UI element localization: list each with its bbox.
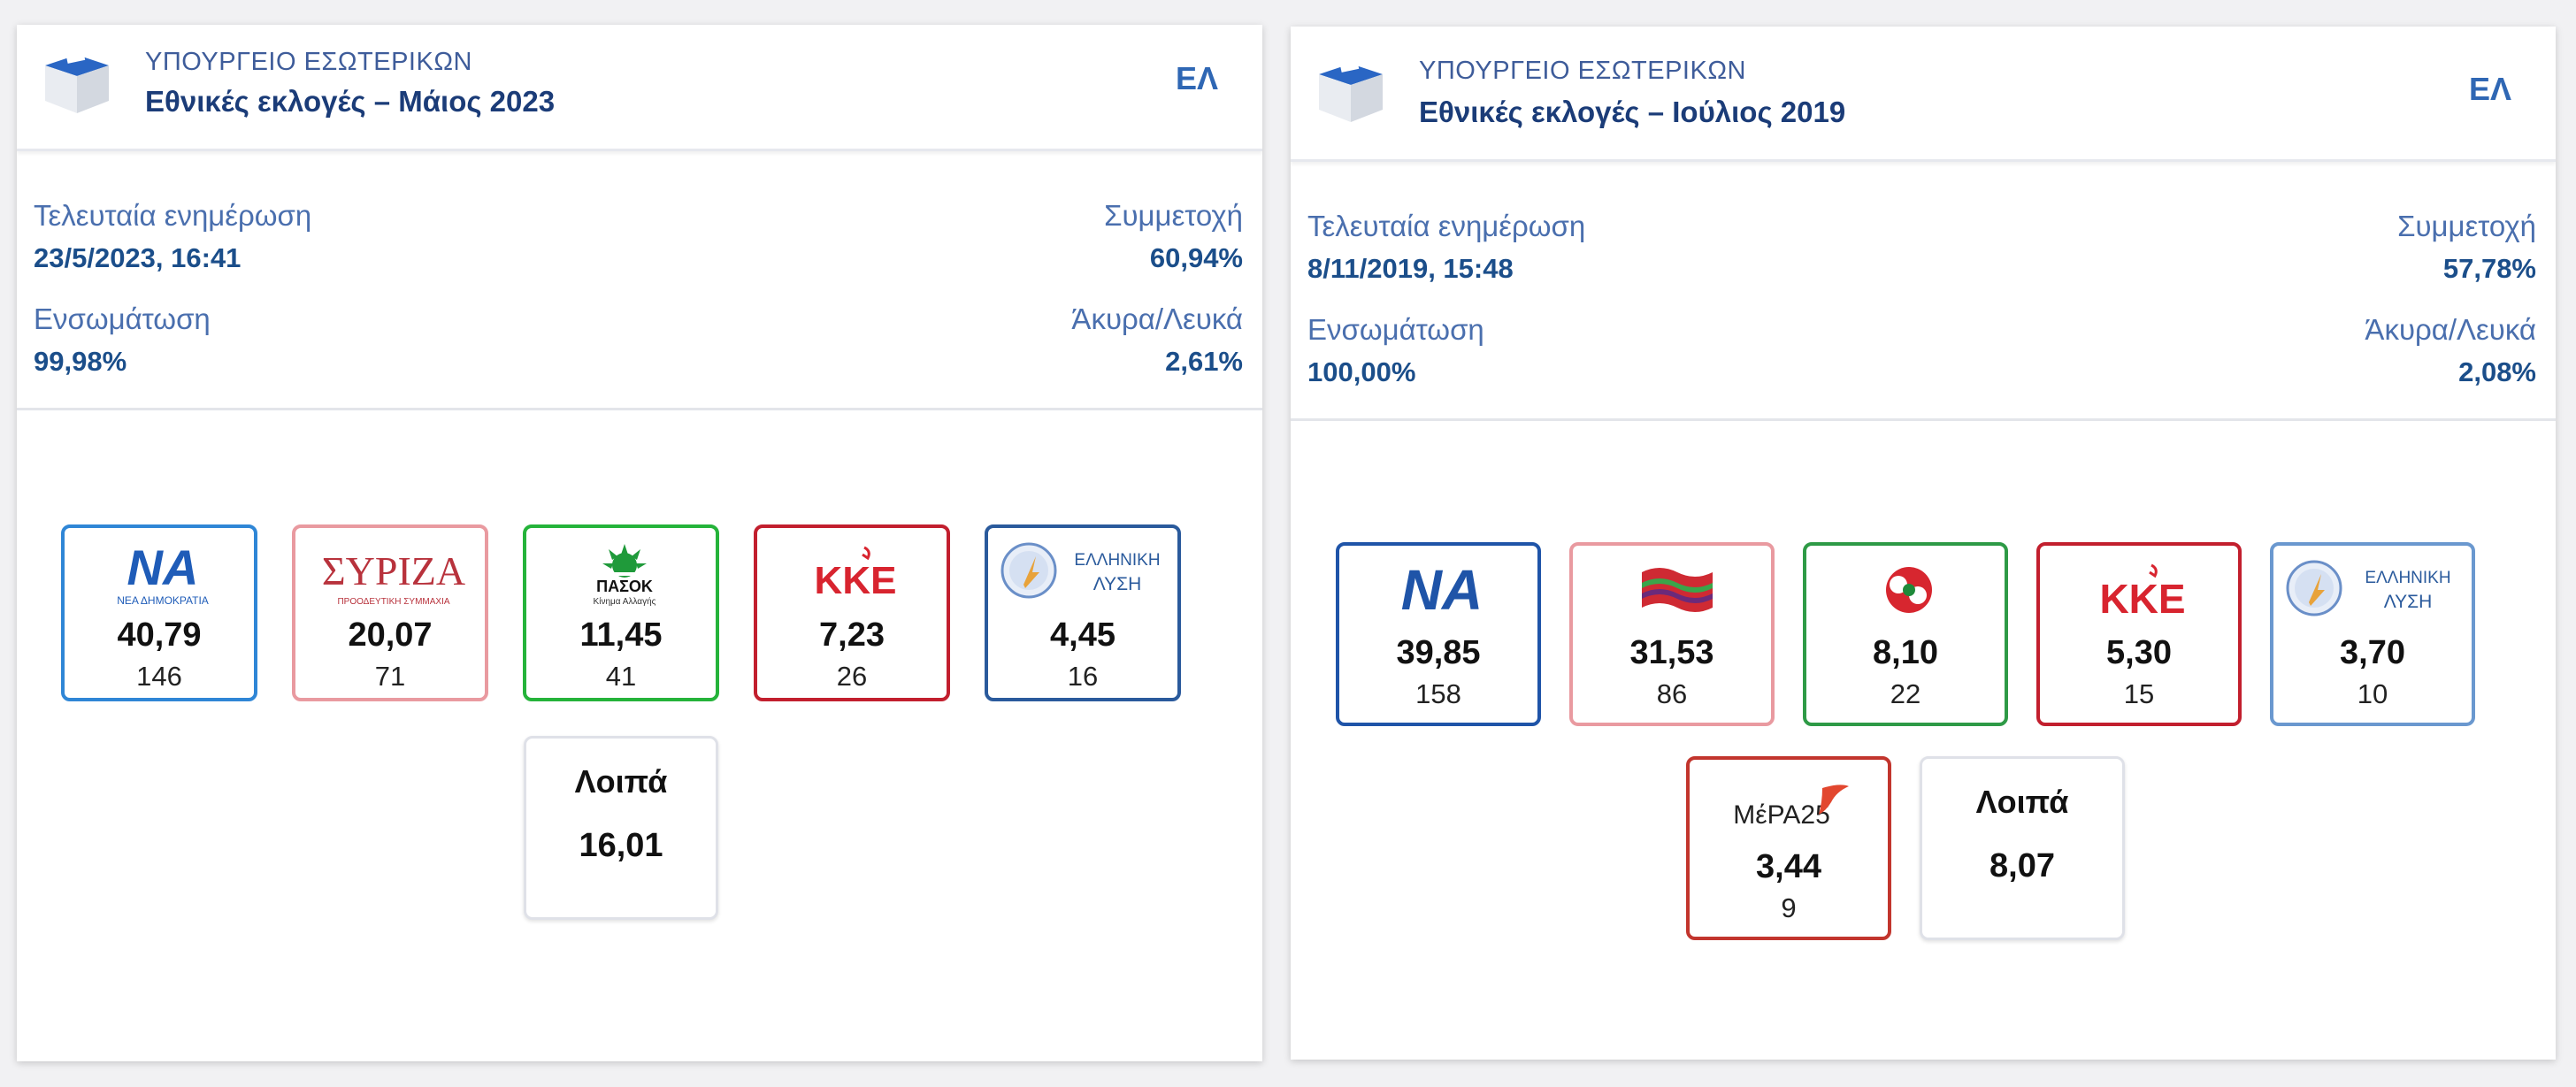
others-percent: 16,01 [579, 827, 663, 864]
party-percent: 5,30 [2106, 634, 2172, 671]
party-card-nd[interactable]: ΝΑ ΝΕΑ ΔΗΜΟΚΡΑΤΙΑ 40,79 146 [61, 524, 257, 701]
integration-label: Ενσωμάτωση [1307, 313, 1484, 346]
election-title: Εθνικές εκλογές – Μάιος 2023 [145, 85, 556, 118]
last-update-label: Τελευταία ενημέρωση [1307, 210, 1586, 242]
stats-section: Τελευταία ενημέρωση 8/11/2019, 15:48 Συμ… [1291, 162, 2556, 421]
party-percent: 3,70 [2340, 634, 2405, 671]
party-percent: 3,44 [1756, 848, 1821, 885]
party-card-syriza[interactable]: ΣΥΡΙΖΑ ΠΡΟΟΔΕΥΤΙΚΗ ΣΥΜΜΑΧΙΑ 20,07 71 [292, 524, 488, 701]
elliniki-lysi-logo: ΕΛΛΗΝΙΚΗ ΛΥΣΗ [2286, 560, 2451, 616]
language-toggle[interactable]: ΕΛ [1175, 60, 1218, 96]
svg-text:ΕΛΛΗΝΙΚΗ: ΕΛΛΗΝΙΚΗ [2365, 569, 2450, 587]
svg-text:ΝΕΑ ΔΗΜΟΚΡΑΤΙΑ: ΝΕΑ ΔΗΜΟΚΡΑΤΙΑ [117, 594, 209, 607]
party-seats: 71 [374, 661, 406, 692]
party-card-elliniki-lysi[interactable]: ΕΛΛΗΝΙΚΗ ΛΥΣΗ 4,45 16 [985, 524, 1181, 701]
turnout-label: Συμμετοχή [2397, 210, 2536, 242]
panel-header: ΥΠΟΥΡΓΕΙΟ ΕΣΩΤΕΡΙΚΩΝ Εθνικές εκλογές – Ι… [1291, 27, 2556, 162]
party-seats: 86 [1656, 678, 1688, 709]
party-percent: 31,53 [1629, 634, 1714, 671]
svg-text:ΛΥΣΗ: ΛΥΣΗ [2384, 592, 2433, 612]
last-update-label: Τελευταία ενημέρωση [34, 199, 312, 232]
mera25-logo: ΜέΡΑ25 [1733, 785, 1849, 830]
svg-text:ΝΑ: ΝΑ [1401, 558, 1483, 622]
party-seats: 26 [836, 661, 868, 692]
last-update-value: 23/5/2023, 16:41 [34, 242, 242, 273]
last-update-value: 8/11/2019, 15:48 [1307, 253, 1514, 284]
party-seats: 16 [1067, 661, 1099, 692]
syriza-flag-logo [1642, 568, 1713, 612]
integration-value: 99,98% [34, 346, 127, 377]
party-card-pasok[interactable]: ΠΑΣΟΚ Κίνημα Αλλαγής 11,45 41 [523, 524, 719, 701]
kke-logo: ΚΚΕ [2099, 563, 2186, 622]
party-card-mera25[interactable]: ΜέΡΑ25 3,44 9 [1686, 756, 1891, 940]
stats-section: Τελευταία ενημέρωση 23/5/2023, 16:41 Συμ… [17, 151, 1262, 410]
results-panel-2019: ΥΠΟΥΡΓΕΙΟ ΕΣΩΤΕΡΙΚΩΝ Εθνικές εκλογές – Ι… [1291, 27, 2556, 1060]
party-card-syriza[interactable]: 31,53 86 [1569, 542, 1775, 726]
party-card-kinal[interactable]: 8,10 22 [1803, 542, 2008, 726]
invalid-blank-value: 2,61% [1165, 346, 1243, 377]
party-seats: 41 [605, 661, 637, 692]
turnout-value: 57,78% [2442, 253, 2536, 284]
party-percent: 4,45 [1050, 616, 1116, 654]
party-card-kke[interactable]: ΚΚΕ 7,23 26 [754, 524, 950, 701]
elliniki-lysi-logo: ΕΛΛΗΝΙΚΗ ΛΥΣΗ [1000, 542, 1161, 599]
others-percent: 8,07 [1990, 847, 2055, 884]
svg-text:ΜέΡΑ25: ΜέΡΑ25 [1733, 800, 1830, 830]
panel-header: ΥΠΟΥΡΓΕΙΟ ΕΣΩΤΕΡΙΚΩΝ Εθνικές εκλογές – Μ… [17, 25, 1262, 151]
party-percent: 8,10 [1873, 634, 1938, 671]
syriza-logo: ΣΥΡΙΖΑ ΠΡΟΟΔΕΥΤΙΚΗ ΣΥΜΜΑΧΙΑ [322, 548, 465, 607]
svg-text:ΝΑ: ΝΑ [127, 540, 199, 595]
party-percent: 20,07 [348, 616, 433, 654]
party-percent: 40,79 [117, 616, 202, 654]
invalid-blank-label: Άκυρα/Λευκά [1071, 302, 1243, 335]
svg-text:ΚΚΕ: ΚΚΕ [815, 559, 897, 602]
svg-text:ΛΥΣΗ: ΛΥΣΗ [1093, 574, 1142, 594]
kinal-rose-logo [1886, 567, 1932, 613]
party-percent: 7,23 [819, 616, 885, 654]
invalid-blank-value: 2,08% [2458, 356, 2536, 387]
party-seats: 10 [2357, 678, 2388, 709]
invalid-blank-label: Άκυρα/Λευκά [2365, 313, 2536, 346]
svg-text:ΕΛΛΗΝΙΚΗ: ΕΛΛΗΝΙΚΗ [1074, 551, 1160, 570]
party-card-others[interactable]: Λοιπά 8,07 [1920, 756, 2125, 940]
ministry-name: ΥΠΟΥΡΓΕΙΟ ΕΣΩΤΕΡΙΚΩΝ [1419, 57, 1746, 85]
party-seats: 9 [1781, 892, 1797, 923]
svg-text:ΠΑΣΟΚ: ΠΑΣΟΚ [596, 578, 653, 595]
party-card-nd[interactable]: ΝΑ 39,85 158 [1336, 542, 1541, 726]
party-percent: 11,45 [579, 616, 663, 654]
svg-text:ΣΥΡΙΖΑ: ΣΥΡΙΖΑ [322, 548, 465, 593]
svg-text:ΠΡΟΟΔΕΥΤΙΚΗ ΣΥΜΜΑΧΙΑ: ΠΡΟΟΔΕΥΤΙΚΗ ΣΥΜΜΑΧΙΑ [337, 597, 449, 607]
turnout-value: 60,94% [1149, 242, 1243, 273]
svg-text:Κίνημα Αλλαγής: Κίνημα Αλλαγής [594, 596, 656, 607]
ballot-box-icon [45, 48, 109, 113]
party-seats: 146 [136, 661, 182, 692]
party-card-elliniki-lysi[interactable]: ΕΛΛΗΝΙΚΗ ΛΥΣΗ 3,70 10 [2270, 542, 2475, 726]
svg-text:ΚΚΕ: ΚΚΕ [2099, 576, 2185, 622]
ballot-box-icon [1319, 57, 1383, 122]
party-seats: 22 [1890, 678, 1921, 709]
results-panel-2023: ΥΠΟΥΡΓΕΙΟ ΕΣΩΤΕΡΙΚΩΝ Εθνικές εκλογές – Μ… [17, 25, 1262, 1061]
party-seats: 158 [1415, 678, 1461, 709]
ministry-name: ΥΠΟΥΡΓΕΙΟ ΕΣΩΤΕΡΙΚΩΝ [145, 48, 472, 76]
election-title: Εθνικές εκλογές – Ιούλιος 2019 [1419, 96, 1846, 128]
integration-value: 100,00% [1307, 356, 1416, 387]
turnout-label: Συμμετοχή [1104, 199, 1243, 232]
nd-logo: ΝΑ [1401, 558, 1483, 622]
integration-label: Ενσωμάτωση [34, 302, 211, 335]
party-card-others[interactable]: Λοιπά 16,01 [524, 736, 718, 920]
party-card-kke[interactable]: ΚΚΕ 5,30 15 [2036, 542, 2242, 726]
nd-logo: ΝΑ ΝΕΑ ΔΗΜΟΚΡΑΤΙΑ [117, 540, 209, 607]
language-toggle[interactable]: ΕΛ [2468, 71, 2511, 107]
others-label: Λοιπά [574, 763, 668, 800]
pasok-logo: ΠΑΣΟΚ Κίνημα Αλλαγής [594, 544, 656, 607]
others-label: Λοιπά [1975, 784, 2069, 820]
kke-logo: ΚΚΕ [815, 546, 897, 602]
party-seats: 15 [2123, 678, 2155, 709]
party-percent: 39,85 [1396, 634, 1481, 671]
